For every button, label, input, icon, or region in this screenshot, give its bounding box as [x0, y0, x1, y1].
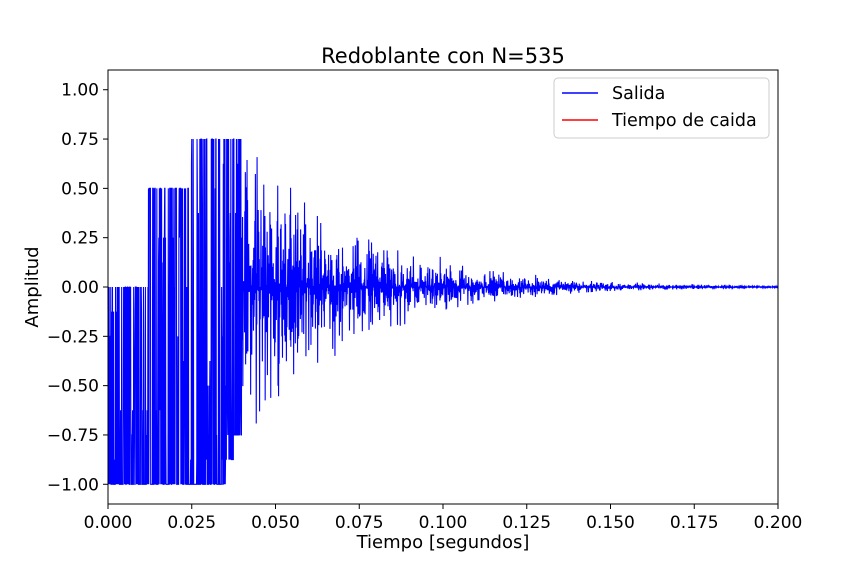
x-tick-label: 0.075 — [335, 513, 384, 533]
plot-area — [107, 138, 779, 485]
y-axis: 1.00 0.75 0.50 0.25 0.00 −0.25 −0.50 −0.75 −1.00 — [47, 81, 108, 495]
x-tick-label: 0.150 — [586, 513, 635, 533]
y-tick-label: 0.25 — [61, 229, 99, 249]
x-axis-label: Tiempo [segundos] — [356, 532, 530, 553]
y-tick-label: −0.50 — [47, 377, 99, 397]
chart-title: Redoblante con N=535 — [321, 44, 565, 68]
x-axis: 0.000 0.025 0.050 0.075 0.100 0.125 0.150 0.175… — [84, 504, 803, 533]
x-tick-label: 0.175 — [670, 513, 719, 533]
x-tick-label: 0.200 — [754, 513, 803, 533]
y-tick-label: −1.00 — [47, 475, 99, 495]
legend-box — [553, 77, 770, 139]
legend-label-salida: Salida — [612, 84, 665, 104]
y-tick-label: 0.75 — [61, 130, 99, 150]
y-tick-label: −0.75 — [47, 426, 99, 446]
x-tick-label: 0.050 — [251, 513, 300, 533]
legend: Salida Tiempo de caida — [553, 77, 770, 139]
y-tick-label: 1.00 — [61, 81, 99, 101]
y-tick-label: −0.25 — [47, 327, 99, 347]
legend-label-tiempo-de-caida: Tiempo de caida — [611, 111, 757, 131]
y-tick-label: 0.00 — [61, 278, 99, 298]
x-tick-label: 0.125 — [502, 513, 551, 533]
y-tick-label: 0.50 — [61, 179, 99, 199]
series-line-salida — [107, 138, 779, 485]
x-tick-label: 0.025 — [167, 513, 216, 533]
x-tick-label: 0.000 — [84, 513, 133, 533]
x-tick-label: 0.100 — [419, 513, 468, 533]
y-axis-label: Amplitud — [22, 246, 43, 327]
